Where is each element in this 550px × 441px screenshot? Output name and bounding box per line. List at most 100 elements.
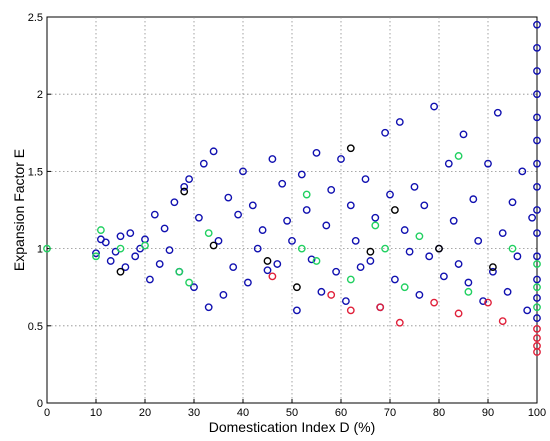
data-point — [488, 267, 497, 276]
x-tick-label: 90 — [482, 407, 494, 419]
x-tick-label: 30 — [188, 407, 200, 419]
y-tick-label: 1 — [37, 244, 43, 256]
data-point — [165, 246, 174, 255]
data-point — [92, 249, 100, 258]
data-point — [498, 317, 507, 326]
data-point — [533, 229, 541, 238]
data-point — [533, 334, 541, 343]
data-point — [503, 287, 512, 296]
data-point — [97, 226, 105, 234]
data-point — [307, 255, 316, 264]
data-point — [469, 195, 478, 204]
data-point — [126, 229, 135, 238]
data-point — [356, 263, 365, 272]
data-point — [141, 241, 149, 250]
data-point — [533, 260, 541, 268]
data-point — [366, 257, 375, 265]
data-point — [224, 193, 233, 202]
data-point — [185, 175, 194, 184]
data-point — [464, 287, 473, 296]
data-point — [533, 20, 541, 29]
data-point — [346, 201, 355, 210]
y-tick-label: 2 — [37, 89, 43, 101]
data-point — [508, 198, 517, 207]
data-point — [533, 67, 541, 75]
data-point — [533, 206, 541, 214]
y-tick-label: 1.5 — [28, 166, 43, 178]
data-point — [185, 278, 194, 287]
data-point — [273, 260, 282, 268]
data-point — [390, 206, 399, 214]
data-point — [474, 236, 483, 245]
data-point — [116, 244, 125, 253]
data-point — [248, 201, 257, 210]
x-tick-label: 60 — [335, 407, 347, 419]
data-point — [415, 232, 424, 241]
data-point — [454, 152, 463, 160]
data-point — [302, 206, 311, 214]
data-points — [43, 20, 541, 356]
data-point — [425, 252, 434, 261]
data-point — [518, 167, 527, 176]
data-point — [533, 159, 541, 168]
data-point — [116, 267, 125, 276]
data-point — [155, 260, 164, 268]
data-point — [229, 263, 238, 272]
x-tick-label: 10 — [90, 407, 102, 419]
data-point — [454, 260, 463, 268]
data-point — [219, 291, 228, 299]
data-point — [381, 244, 389, 253]
data-point — [454, 309, 463, 318]
x-tick-label: 0 — [44, 407, 50, 419]
data-point — [234, 210, 243, 219]
data-point — [209, 147, 218, 156]
data-point — [312, 257, 321, 265]
data-point — [106, 257, 115, 265]
y-tick-label: 2.5 — [28, 12, 43, 24]
data-point — [337, 155, 345, 163]
data-point — [400, 226, 409, 234]
data-point — [533, 303, 541, 312]
data-point — [484, 298, 492, 307]
data-point — [253, 244, 262, 253]
data-point — [508, 244, 517, 253]
data-point — [297, 244, 306, 253]
y-axis-label: Expansion Factor E — [11, 149, 27, 271]
data-point — [145, 275, 154, 284]
data-point — [194, 213, 203, 222]
data-point — [170, 198, 179, 207]
data-point — [258, 226, 267, 234]
data-point — [528, 213, 536, 222]
x-tick-label: 80 — [433, 407, 445, 419]
data-point — [430, 102, 438, 111]
data-point — [204, 303, 213, 312]
data-point — [292, 283, 301, 292]
data-point — [498, 229, 507, 238]
data-point — [283, 216, 291, 225]
data-point — [376, 303, 385, 312]
data-point — [439, 272, 448, 281]
data-point — [322, 221, 331, 230]
data-point — [341, 297, 350, 305]
data-point — [371, 213, 380, 222]
data-point — [435, 244, 443, 253]
data-point — [405, 247, 414, 256]
data-point — [533, 314, 541, 322]
data-point — [361, 175, 370, 184]
data-point — [533, 113, 541, 122]
x-tick-label: 70 — [384, 407, 396, 419]
data-point — [395, 318, 404, 327]
data-point — [381, 128, 389, 137]
data-point — [400, 283, 409, 292]
data-point — [533, 275, 541, 284]
data-point — [533, 136, 541, 145]
data-point — [239, 167, 247, 176]
data-point — [488, 263, 497, 272]
data-point — [533, 252, 541, 261]
data-point — [92, 252, 100, 261]
data-point — [523, 306, 532, 315]
data-point — [160, 224, 169, 233]
data-point — [180, 187, 189, 196]
y-tick-label: 0 — [37, 398, 43, 410]
data-point — [420, 201, 429, 210]
